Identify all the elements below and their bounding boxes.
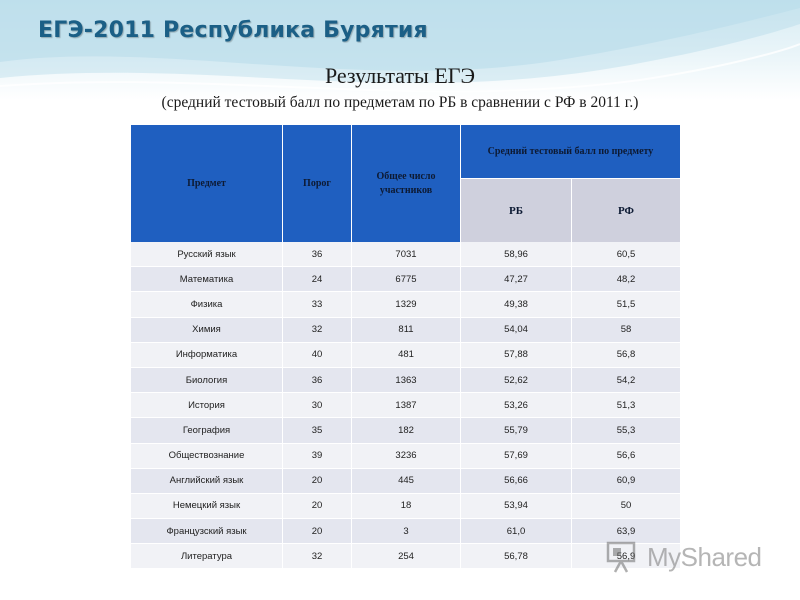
cell-participants: 3236 (352, 443, 461, 469)
watermark-text: MyShared (647, 541, 762, 572)
cell-rb: 56,66 (461, 468, 572, 494)
cell-threshold: 24 (283, 267, 352, 293)
cell-threshold: 36 (283, 242, 352, 268)
cell-subject: Немецкий язык (131, 493, 283, 520)
cell-threshold: 20 (283, 493, 352, 520)
cell-rf: 51,3 (572, 393, 681, 419)
cell-participants: 7031 (352, 242, 461, 268)
cell-participants: 445 (352, 468, 461, 494)
cell-rb: 47,27 (461, 267, 572, 293)
cell-rf: 54,2 (572, 367, 681, 394)
cell-subject: География (131, 418, 283, 444)
cell-rf: 55,3 (572, 418, 681, 444)
cell-rf: 56,6 (572, 443, 681, 469)
cell-rb: 53,94 (461, 493, 572, 520)
cell-rb: 53,26 (461, 393, 572, 419)
cell-subject: Математика (131, 267, 283, 293)
header-rf: РФ (572, 178, 681, 242)
cell-rb: 52,62 (461, 367, 572, 394)
cell-rb: 54,04 (461, 317, 572, 343)
header-threshold: Порог (283, 125, 352, 242)
cell-subject: Русский язык (131, 242, 283, 268)
header-avg-score: Средний тестовый балл по предмету (461, 125, 681, 178)
cell-threshold: 20 (283, 519, 352, 545)
cell-rf: 50 (572, 493, 681, 520)
cell-participants: 1387 (352, 393, 461, 419)
cell-subject: История (131, 393, 283, 419)
cell-threshold: 36 (283, 367, 352, 394)
cell-subject: Обществознание (131, 443, 283, 469)
cell-participants: 254 (352, 544, 461, 570)
cell-participants: 18 (352, 493, 461, 520)
page-subheading: (средний тестовый балл по предметам по Р… (161, 94, 639, 111)
cell-threshold: 20 (283, 468, 352, 494)
wave-decoration (0, 0, 800, 93)
cell-participants: 481 (352, 342, 461, 368)
cell-rf: 51,5 (572, 292, 681, 318)
page-heading: Результаты ЕГЭ (324, 63, 476, 88)
cell-rb: 57,69 (461, 443, 572, 469)
cell-participants: 811 (352, 317, 461, 343)
cell-threshold: 32 (283, 317, 352, 343)
cell-rf: 58 (572, 317, 681, 343)
cell-rf: 48,2 (572, 267, 681, 293)
cell-rb: 49,38 (461, 292, 572, 318)
header-rb: РБ (461, 178, 572, 242)
myshared-watermark: MyShared (605, 537, 775, 577)
cell-threshold: 32 (283, 544, 352, 570)
cell-participants: 3 (352, 519, 461, 545)
cell-subject: Английский язык (131, 468, 283, 494)
header-subject: Предмет (131, 125, 283, 242)
cell-threshold: 35 (283, 418, 352, 444)
cell-subject: Физика (131, 292, 283, 318)
cell-rf: 60,9 (572, 468, 681, 494)
cell-subject: Литература (131, 544, 283, 570)
cell-subject: Химия (131, 317, 283, 343)
header-banner: ЕГЭ-2011 Республика Бурятия (0, 0, 800, 100)
cell-rf: 56,8 (572, 342, 681, 368)
cell-subject: Информатика (131, 342, 283, 368)
presentation-board-icon (606, 541, 636, 573)
slide-title: ЕГЭ-2011 Республика Бурятия (38, 18, 428, 43)
cell-participants: 6775 (352, 267, 461, 293)
cell-rb: 57,88 (461, 342, 572, 368)
cell-participants: 1363 (352, 367, 461, 394)
cell-rb: 56,78 (461, 544, 572, 570)
cell-threshold: 40 (283, 342, 352, 368)
cell-subject: Биология (131, 367, 283, 394)
cell-rb: 58,96 (461, 242, 572, 268)
cell-subject: Французский язык (131, 519, 283, 545)
cell-participants: 182 (352, 418, 461, 444)
cell-rb: 55,79 (461, 418, 572, 444)
cell-participants: 1329 (352, 292, 461, 318)
results-table: Предмет Порог Общее число участников Сре… (131, 125, 681, 570)
header-participants: Общее число участников (352, 125, 461, 242)
cell-rf: 60,5 (572, 242, 681, 268)
cell-threshold: 30 (283, 393, 352, 419)
cell-threshold: 33 (283, 292, 352, 318)
cell-rb: 61,0 (461, 519, 572, 545)
cell-threshold: 39 (283, 443, 352, 469)
